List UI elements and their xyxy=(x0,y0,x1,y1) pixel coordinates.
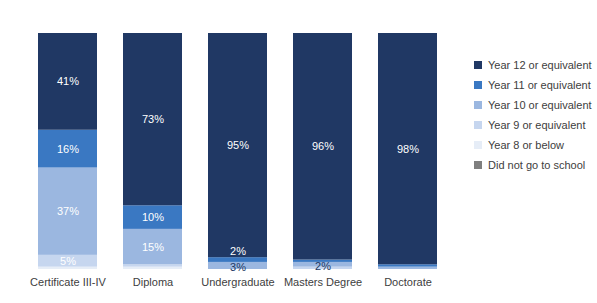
html-text:Year 8 or below: Year 8 or below xyxy=(488,139,564,151)
svg-text:5%: 5% xyxy=(60,255,76,267)
svg-text:Undergraduate: Undergraduate xyxy=(201,276,274,288)
svg-text:73%: 73% xyxy=(142,113,164,125)
svg-text:Certificate III-IV: Certificate III-IV xyxy=(30,276,106,288)
svg-text:41%: 41% xyxy=(57,75,79,87)
svg-text:15%: 15% xyxy=(142,241,164,253)
html-text:Year 9 or equivalent: Year 9 or equivalent xyxy=(488,119,586,131)
svg-text:2%: 2% xyxy=(315,260,331,272)
html-text:Year 12 or equivalent: Year 12 or equivalent xyxy=(488,59,592,71)
svg-text:95%: 95% xyxy=(227,139,249,151)
svg-text:Masters Degree: Masters Degree xyxy=(284,276,362,288)
html-text:Year 11 or equivalent: Year 11 or equivalent xyxy=(488,79,591,91)
svg-text:96%: 96% xyxy=(312,140,334,152)
svg-text:Diploma: Diploma xyxy=(133,276,174,288)
html-text:Did not go to school: Did not go to school xyxy=(488,159,586,171)
svg-text:3%: 3% xyxy=(230,261,246,273)
svg-text:98%: 98% xyxy=(397,143,419,155)
html-text:Year 10 or equivalent: Year 10 or equivalent xyxy=(488,99,592,111)
svg-text:10%: 10% xyxy=(142,211,164,223)
svg-text:37%: 37% xyxy=(57,205,79,217)
svg-text:Doctorate: Doctorate xyxy=(384,276,432,288)
svg-text:2%: 2% xyxy=(230,245,246,257)
svg-text:16%: 16% xyxy=(57,143,79,155)
